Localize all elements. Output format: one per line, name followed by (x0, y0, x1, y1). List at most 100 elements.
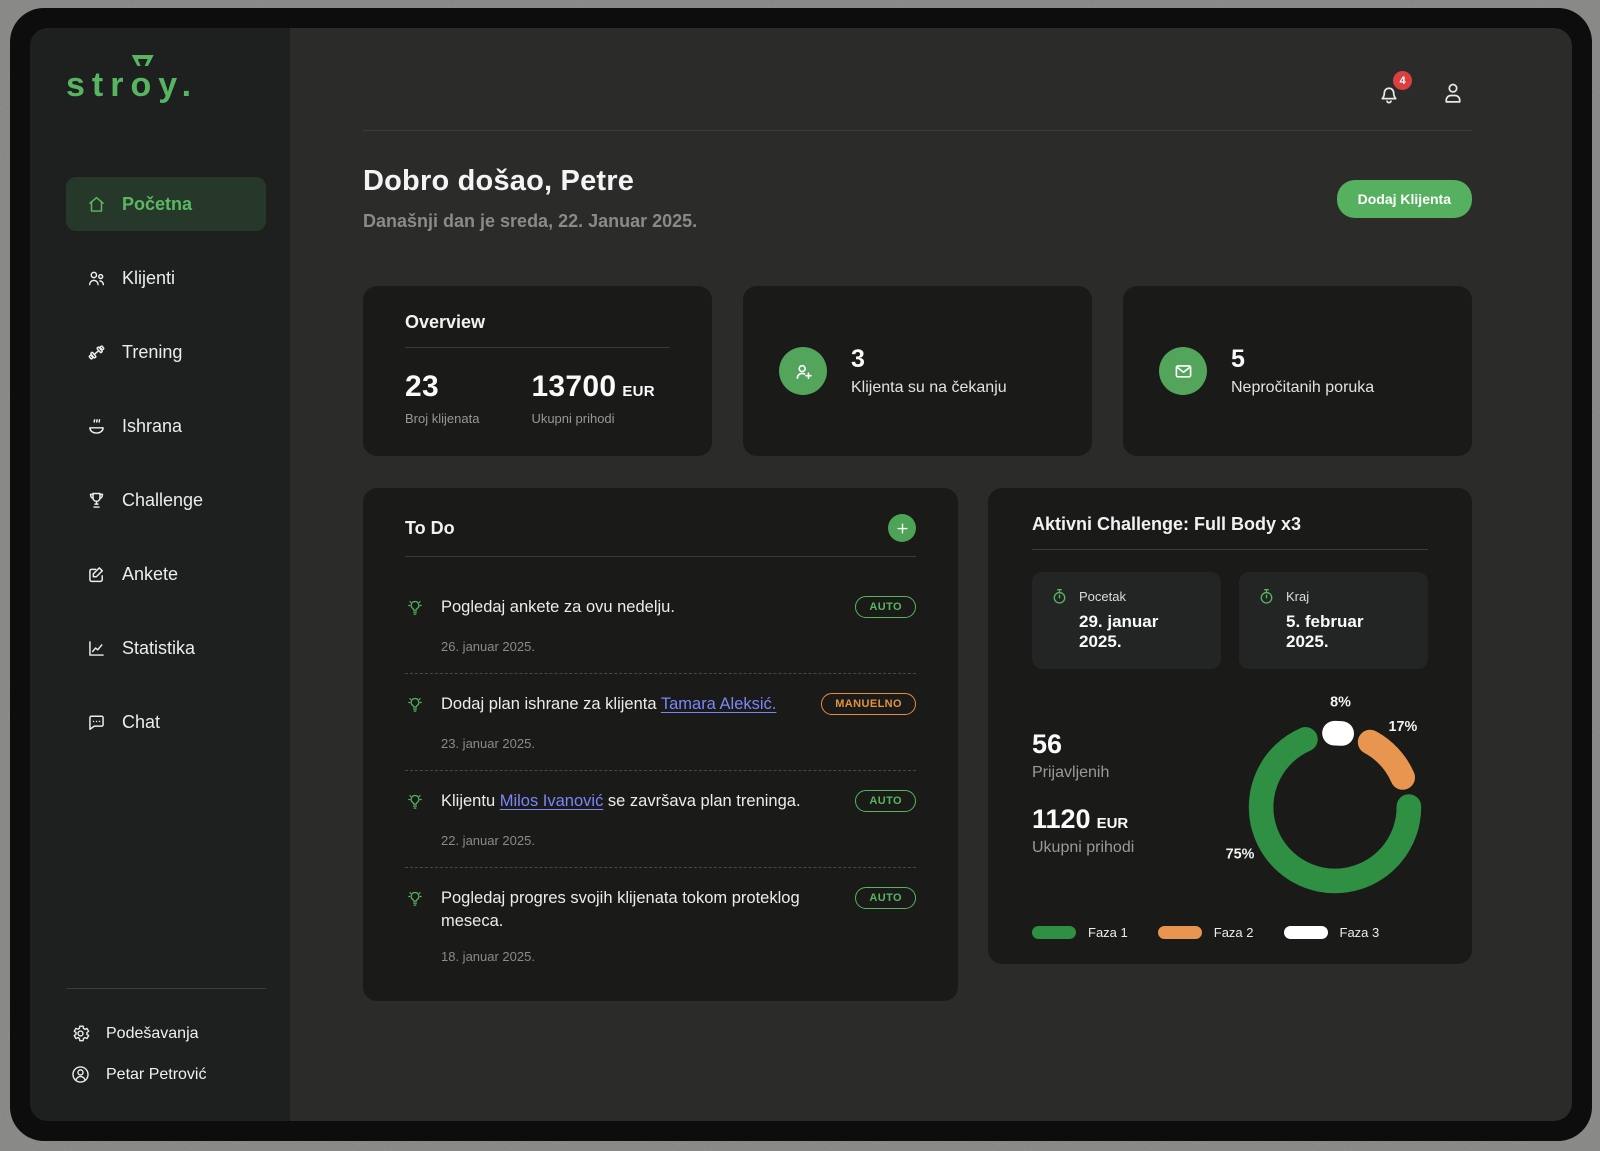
profile-name: Petar Petrović (106, 1066, 206, 1084)
divider (1032, 549, 1428, 550)
start-label: Pocetak (1079, 589, 1126, 604)
client-link-milos[interactable]: Milos Ivanović (500, 792, 604, 810)
end-date: 5. februar 2025. (1286, 612, 1410, 652)
todo-text: Dodaj plan ishrane za klijenta (441, 695, 661, 713)
account-button[interactable] (1440, 80, 1466, 106)
edit-note-icon (86, 564, 107, 585)
lightbulb-icon (405, 695, 431, 720)
donut-percor-label: 75% (1226, 847, 1255, 863)
overview-title: Overview (405, 312, 670, 333)
sidebar: stroy. Početna Klijenti Trening Ishrana … (30, 28, 290, 1121)
sidebar-item-podesavanja[interactable]: Podešavanja (66, 1017, 266, 1050)
home-icon (86, 194, 107, 215)
todo-date: 22. januar 2025. (441, 833, 845, 848)
enrolled-stat: 56 Prijavljenih (1032, 729, 1217, 782)
client-link-tamara[interactable]: Tamara Aleksić. (661, 695, 777, 713)
sidebar-divider (66, 988, 266, 989)
kettlebell-o-icon: o (130, 66, 158, 105)
dashed-divider (405, 867, 916, 868)
topbar: 4 (363, 28, 1472, 131)
sidebar-item-label: Ishrana (122, 416, 182, 437)
sidebar-item-trening[interactable]: Trening (66, 325, 266, 379)
legend-swatch (1158, 926, 1202, 939)
lightbulb-icon (405, 889, 431, 933)
sidebar-item-label: Trening (122, 342, 182, 363)
sidebar-profile[interactable]: Petar Petrović (66, 1058, 266, 1091)
pending-clients-card: 3 Klijenta su na čekanju (743, 286, 1092, 456)
chat-bubble-icon (86, 712, 107, 733)
messages-label: Nepročitanih poruka (1231, 379, 1374, 397)
sidebar-item-challenge[interactable]: Challenge (66, 473, 266, 527)
content-row: To Do Pogledaj ankete za ovu nedelju. AU… (363, 488, 1472, 1001)
challenge-card: Aktivni Challenge: Full Body x3 Pocetak … (988, 488, 1472, 964)
manual-badge: MANUELNO (821, 693, 916, 715)
notifications-button[interactable]: 4 (1376, 80, 1402, 106)
settings-label: Podešavanja (106, 1025, 199, 1043)
clients-count: 23 (405, 370, 479, 404)
sidebar-item-chat[interactable]: Chat (66, 695, 266, 749)
todo-text: Pogledaj ankete za ovu nedelju. (441, 598, 675, 616)
pending-count: 3 (851, 345, 1007, 374)
mail-icon-circle (1159, 347, 1207, 395)
main-content: 4 Dobro došao, Petre Današnji dan je sre… (290, 28, 1572, 1121)
sidebar-item-ishrana[interactable]: Ishrana (66, 399, 266, 453)
timer-icon (1050, 587, 1069, 606)
divider (405, 347, 670, 348)
brand-logo: stroy. (66, 66, 198, 105)
revenue-value: 13700 (531, 370, 616, 403)
auto-badge: AUTO (855, 596, 916, 618)
user-circle-icon (70, 1064, 91, 1085)
sidebar-item-pocetna[interactable]: Početna (66, 177, 266, 231)
mail-icon (1172, 360, 1195, 383)
todo-date: 23. januar 2025. (441, 736, 811, 751)
sidebar-item-label: Statistika (122, 638, 195, 659)
challenge-revenue-label: Ukupni prihodi (1032, 839, 1217, 857)
lightbulb-icon (405, 792, 431, 817)
donut-chart: 75% 17% 8% (1217, 687, 1453, 923)
challenge-title: Aktivni Challenge: Full Body x3 (1032, 514, 1428, 535)
donut-segment-faza-2 (1370, 742, 1403, 777)
legend-label: Faza 1 (1088, 925, 1128, 940)
todo-text: Pogledaj progres svojih klijenata tokom … (441, 889, 800, 930)
sidebar-item-label: Klijenti (122, 268, 175, 289)
notification-badge: 4 (1393, 71, 1412, 90)
legend-item: Faza 1 (1032, 925, 1128, 940)
add-todo-button[interactable] (888, 514, 916, 542)
unread-messages-card: 5 Nepročitanih poruka (1123, 286, 1472, 456)
sidebar-nav: Početna Klijenti Trening Ishrana Challen… (30, 177, 290, 749)
user-plus-icon-circle (779, 347, 827, 395)
divider (405, 556, 916, 557)
donut-percor-label: 8% (1330, 695, 1351, 711)
legend-item: Faza 2 (1158, 925, 1254, 940)
challenge-donut: 75% 17% 8% (1217, 687, 1453, 923)
clients-stat: 23 Broj klijenata (405, 370, 479, 426)
sidebar-item-ankete[interactable]: Ankete (66, 547, 266, 601)
donut-legend: Faza 1 Faza 2 Faza 3 (1032, 925, 1428, 940)
legend-label: Faza 3 (1340, 925, 1380, 940)
todo-item: Pogledaj ankete za ovu nedelju. AUTO 26.… (405, 579, 916, 667)
messages-count: 5 (1231, 345, 1374, 374)
dumbbell-icon (86, 342, 107, 363)
challenge-revenue-value: 1120 (1032, 804, 1091, 834)
challenge-revenue-unit: EUR (1097, 815, 1129, 832)
todo-date: 26. januar 2025. (441, 639, 845, 654)
date-subtitle: Današnji dan je sreda, 22. Januar 2025. (363, 211, 697, 232)
add-client-button[interactable]: Dodaj Klijenta (1337, 180, 1472, 218)
challenge-revenue-stat: 1120 EUR Ukupni prihodi (1032, 804, 1217, 857)
food-bowl-icon (86, 416, 107, 437)
sidebar-item-statistika[interactable]: Statistika (66, 621, 266, 675)
sidebar-item-klijenti[interactable]: Klijenti (66, 251, 266, 305)
sidebar-footer: Podešavanja Petar Petrović (30, 988, 290, 1091)
welcome-section: Dobro došao, Petre Današnji dan je sreda… (363, 165, 1472, 232)
enrolled-count: 56 (1032, 729, 1217, 760)
sidebar-item-label: Chat (122, 712, 160, 733)
person-icon (1440, 80, 1466, 106)
auto-badge: AUTO (855, 887, 916, 909)
dashed-divider (405, 673, 916, 674)
todo-item: Klijentu Milos Ivanović se završava plan… (405, 773, 916, 861)
sidebar-item-label: Početna (122, 194, 192, 215)
dashed-divider (405, 770, 916, 771)
legend-label: Faza 2 (1214, 925, 1254, 940)
legend-swatch (1032, 926, 1076, 939)
donut-percor-label: 17% (1389, 719, 1418, 735)
